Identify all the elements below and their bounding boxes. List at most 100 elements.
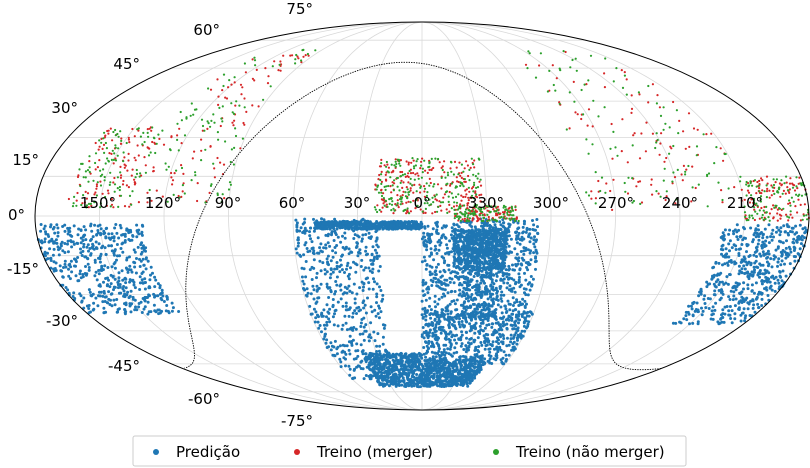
data-point — [103, 264, 107, 268]
data-point — [382, 371, 386, 375]
data-point — [501, 266, 505, 270]
data-point — [310, 278, 314, 281]
data-point — [526, 322, 530, 326]
data-point — [364, 374, 368, 377]
data-point — [351, 338, 355, 342]
data-point — [135, 223, 139, 227]
data-point — [328, 276, 332, 280]
data-point — [476, 307, 479, 311]
data-point — [314, 223, 317, 227]
data-point — [370, 252, 374, 256]
data-point — [355, 342, 359, 346]
data-point — [140, 241, 144, 245]
data-point — [494, 263, 498, 267]
data-point — [361, 233, 365, 237]
data-point — [462, 276, 466, 280]
data-point — [488, 224, 492, 228]
data-point — [298, 229, 302, 233]
data-point — [737, 247, 741, 251]
data-point — [461, 247, 465, 251]
data-point — [123, 295, 127, 299]
data-point — [732, 290, 736, 294]
data-point — [93, 274, 97, 278]
data-point — [431, 368, 435, 372]
data-point — [105, 284, 109, 288]
data-point — [427, 339, 431, 343]
data-point — [117, 276, 121, 280]
data-point — [507, 268, 511, 272]
data-point — [465, 372, 469, 376]
data-point — [449, 290, 453, 294]
data-point — [743, 267, 747, 271]
data-point — [467, 299, 470, 303]
data-point — [453, 324, 457, 328]
data-point — [508, 276, 512, 280]
data-point — [365, 358, 369, 362]
data-point — [377, 254, 381, 258]
data-point — [141, 281, 144, 285]
data-point — [470, 293, 474, 296]
data-point — [302, 282, 306, 286]
data-point — [344, 245, 348, 249]
data-point — [511, 342, 515, 346]
data-point — [353, 297, 357, 301]
data-point — [148, 278, 152, 282]
data-point — [484, 317, 487, 321]
data-point — [482, 308, 486, 312]
data-point — [297, 241, 300, 245]
data-point — [140, 223, 144, 227]
data-point — [100, 246, 104, 250]
data-point — [343, 236, 347, 240]
data-point — [438, 286, 442, 290]
data-point — [345, 267, 348, 271]
data-point — [324, 332, 327, 336]
data-point — [391, 358, 395, 362]
data-point — [695, 301, 699, 305]
data-point — [336, 300, 340, 304]
data-point — [123, 312, 127, 316]
data-point — [463, 310, 467, 314]
data-point — [344, 308, 348, 312]
data-point — [478, 266, 482, 270]
data-point — [378, 366, 382, 370]
data-point — [472, 338, 476, 342]
data-point — [536, 225, 539, 229]
data-point — [533, 235, 536, 239]
data-point — [500, 311, 504, 315]
data-point — [432, 258, 436, 262]
data-point — [402, 355, 406, 359]
data-point — [140, 311, 144, 314]
data-point — [85, 245, 89, 249]
data-point — [764, 286, 768, 290]
data-point — [525, 302, 528, 306]
data-point — [300, 275, 304, 279]
data-point — [347, 364, 351, 368]
data-point — [372, 330, 376, 334]
data-point — [484, 286, 488, 290]
data-point — [56, 234, 60, 238]
data-point — [132, 283, 136, 287]
data-point — [94, 240, 98, 244]
data-point — [457, 358, 461, 362]
data-point — [490, 245, 494, 249]
data-point — [157, 308, 161, 312]
data-point — [352, 326, 356, 329]
data-point — [425, 379, 429, 383]
data-point — [56, 231, 60, 235]
data-point — [452, 264, 456, 268]
data-point — [124, 303, 128, 307]
data-point — [361, 217, 365, 221]
data-point — [46, 257, 50, 261]
data-point — [110, 265, 114, 269]
data-point — [728, 249, 731, 253]
data-point — [401, 376, 405, 380]
data-point — [295, 221, 299, 225]
data-point — [300, 266, 304, 270]
data-point — [93, 260, 97, 264]
data-point — [533, 245, 537, 249]
data-point — [530, 312, 534, 316]
data-point — [87, 288, 91, 292]
data-point — [501, 271, 505, 275]
data-point — [437, 349, 441, 353]
